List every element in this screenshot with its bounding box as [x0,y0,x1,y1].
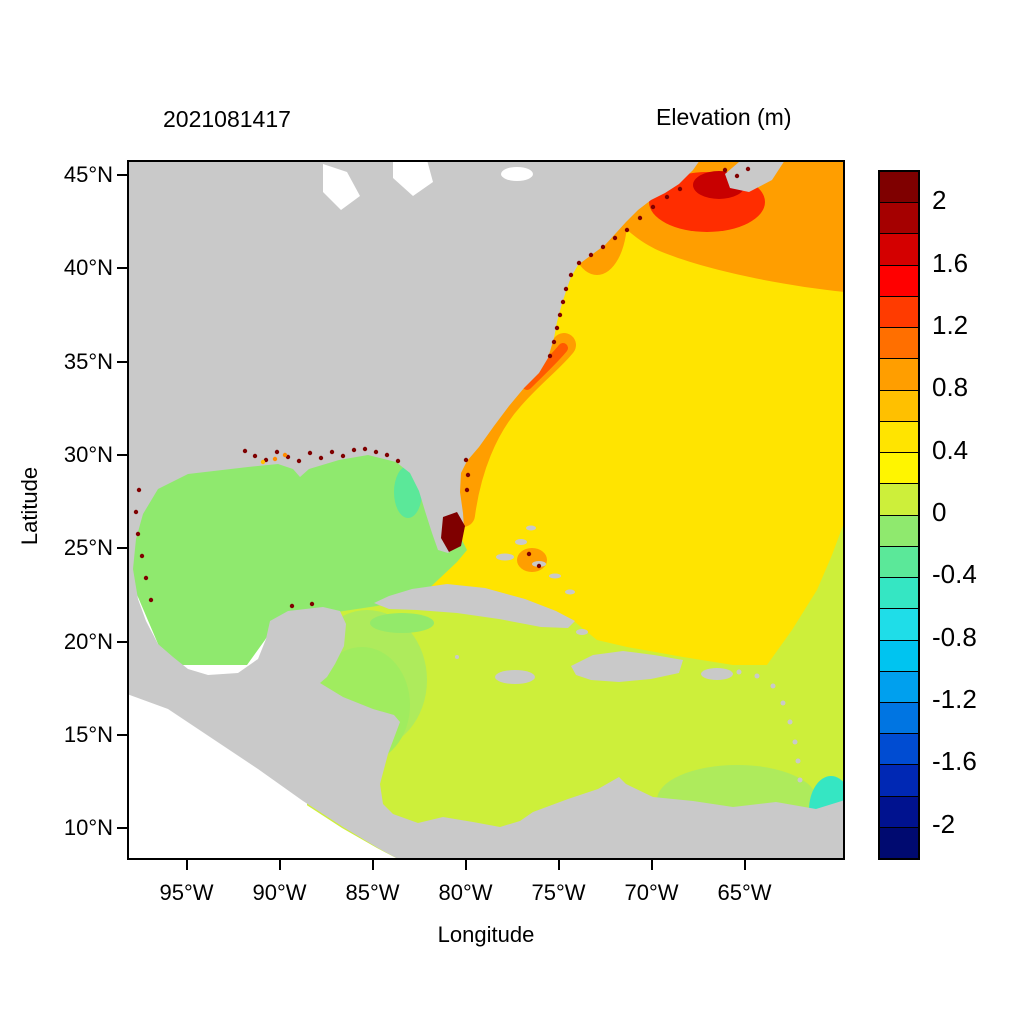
lake-erie [501,167,533,181]
colorbar-tick-label: -2 [932,808,956,839]
cape-hatteras-orange-red-band [522,343,568,390]
island-cuba [374,584,575,628]
lake-huron [323,164,360,210]
colorbar [878,170,920,860]
lake-ontario [393,160,433,196]
colorbar-tick-label: -1.2 [932,684,977,715]
colorbar-tick-label: 0.8 [932,372,969,403]
plot-border [127,160,845,860]
map-plot-area: 95°W 90°W 85°W 80°W 75°W 70°W 65°W 45°N 40°N 35°… [64,160,845,905]
y-tick-mark [117,827,127,830]
colorbar-segment [880,765,918,797]
islands-lesser-antilles [455,655,828,820]
colorbar-segment [880,328,918,360]
colorbar-segment [880,734,918,766]
colorbar-segment [880,484,918,516]
x-tick-mark [743,860,746,870]
x-tick-label: 65°W [717,880,772,905]
bahamas-orange-patch [517,548,547,572]
colorbar-segment [880,265,918,297]
colorbar-segment [880,359,918,391]
y-tick-label: 35°N [63,348,113,374]
colorbar-title: Elevation (m) [656,104,792,130]
colorbar-segment [880,609,918,641]
colorbar-segment [880,827,918,859]
land-layer [127,160,845,860]
colorbar-segment [880,640,918,672]
colorbar-segment [880,296,918,329]
colorbar-tick-label: -1.6 [932,746,977,777]
island-hispaniola [571,651,683,682]
y-tick-mark [117,733,127,736]
land-north-central-south-america [127,160,845,860]
y-axis-label: Latitude [17,466,42,546]
colorbar-segment [880,203,918,235]
y-tick-mark [117,173,127,176]
y-tick-mark [117,547,127,550]
colorbar-segment [880,515,918,547]
colorbar-segment [880,546,918,579]
y-tick-label: 25°N [63,535,113,561]
colorbar-segment [880,796,918,828]
x-axis-label: Longitude [437,922,535,947]
y-tick-mark [117,360,127,363]
map-canvas [127,160,845,860]
x-tick-label: 90°W [252,880,307,905]
island-jamaica [495,670,535,684]
colorbar-segment [880,421,918,454]
colorbar-segment [880,671,918,703]
y-tick-label: 45°N [63,161,113,187]
colorbar-tick-label: -0.8 [932,621,977,652]
x-tick-mark [278,860,281,870]
south-florida-dark-red-cluster [441,512,465,552]
colorbar-segment [880,234,918,266]
land-nova-scotia [725,160,785,192]
y-tick-label: 40°N [63,255,113,281]
colorbar-tick-label: 1.2 [932,309,969,340]
x-tick-mark [557,860,560,870]
x-tick-mark [185,860,188,870]
colorbar-segment [880,453,918,485]
x-tick-label: 95°W [159,880,214,905]
louisiana-orange-speckles [260,452,288,465]
x-tick-mark [650,860,653,870]
y-tick-mark [117,453,127,456]
y-tick-label: 15°N [63,721,113,747]
coastal-extreme-speckles [133,166,751,609]
colorbar-tick-label: -0.4 [932,559,977,590]
x-tick-mark [464,860,467,870]
run-timestamp-title: 2021081417 [163,106,291,132]
colorbar-tick-label: 2 [932,185,947,216]
island-puerto-rico [701,668,733,680]
colorbar-segment [880,172,918,204]
y-tick-mark [117,267,127,270]
colorbar-tick-label: 1.6 [932,247,969,278]
x-tick-label: 75°W [531,880,586,905]
colorbar-segment [880,390,918,422]
colorbar-segment [880,578,918,610]
south-cuba-green-patch [370,613,434,633]
colorbar-tick-label: 0.4 [932,434,969,465]
pacific-no-data-region [127,695,400,860]
y-tick-label: 10°N [63,815,113,841]
x-tick-label: 80°W [438,880,493,905]
y-tick-label: 30°N [63,441,113,467]
x-tick-label: 85°W [345,880,400,905]
colorbar-tick-label: 0 [932,497,947,527]
y-tick-mark [117,640,127,643]
gulf-of-mexico-green-field [127,435,467,665]
colorbar-segment [880,702,918,735]
x-tick-mark [371,860,374,870]
islands-bahamas [496,525,588,635]
x-tick-label: 70°W [624,880,679,905]
y-tick-label: 20°N [63,628,113,654]
colorbar-tick-labels: 2 1.6 1.2 0.8 0.4 0 -0.4 -0.8 -1.2 -1.6 -2 [932,170,1022,856]
